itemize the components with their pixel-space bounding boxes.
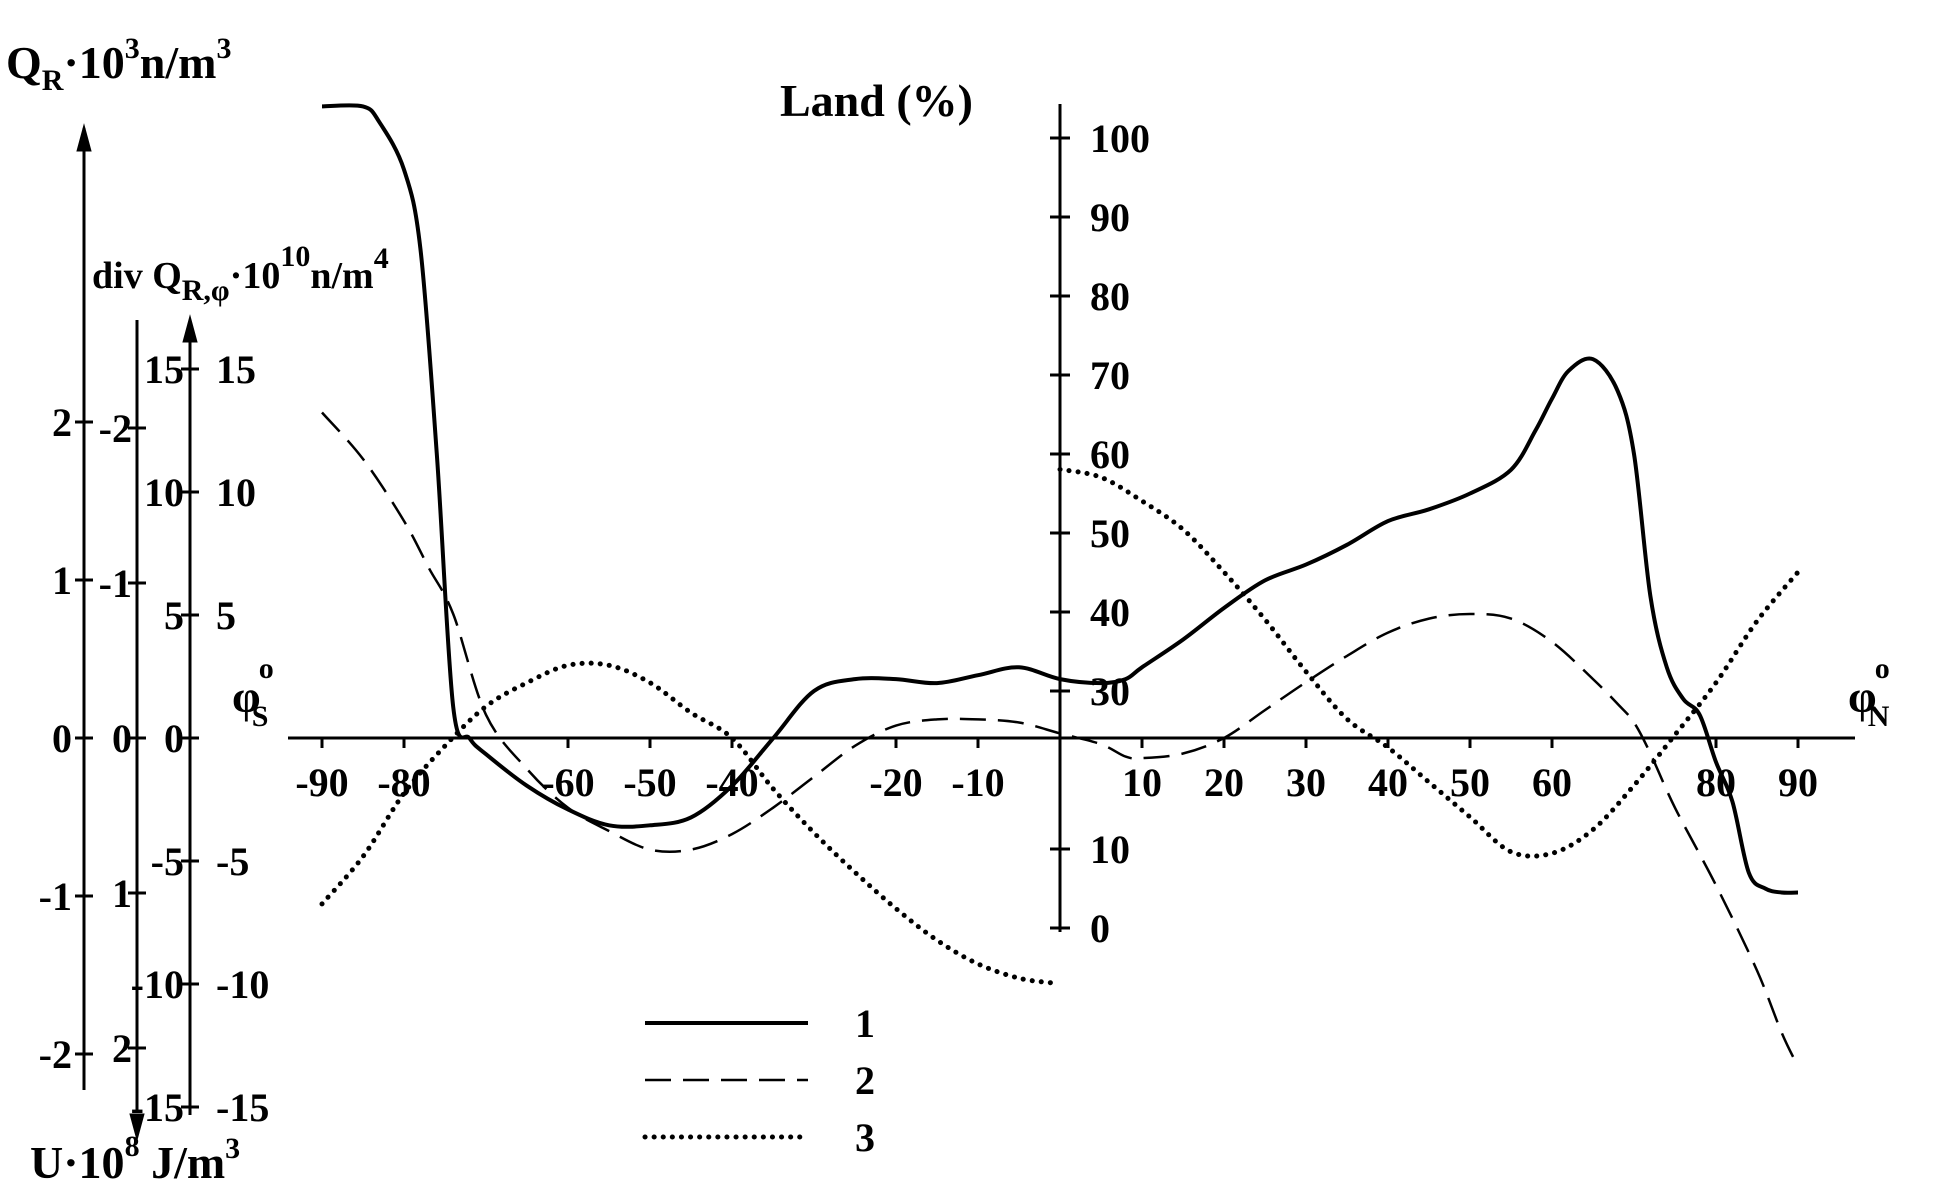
x-tick-label: 90 xyxy=(1778,760,1818,805)
curves-layer xyxy=(319,103,1801,1068)
div-tick-label-right: -5 xyxy=(216,839,249,884)
div-tick-label: -15 xyxy=(131,1085,184,1130)
x-tick-label: 10 xyxy=(1122,760,1162,805)
land-tick-label: 50 xyxy=(1090,511,1130,556)
u-tick-label: -2 xyxy=(99,406,132,451)
div-tick-label: 15 xyxy=(144,347,184,392)
x-tick-label: -80 xyxy=(377,760,430,805)
u-tick-label: 2 xyxy=(112,1026,132,1071)
x-tick-label: -50 xyxy=(623,760,676,805)
phi-north-label: φo N xyxy=(1848,652,1890,733)
div-tick-label-right: -15 xyxy=(216,1085,269,1130)
series-3-line xyxy=(1057,466,1801,859)
x-tick-label: 50 xyxy=(1450,760,1490,805)
qr-tick-label: 2 xyxy=(52,400,72,445)
land-tick-label: 60 xyxy=(1090,432,1130,477)
x-tick-label: 20 xyxy=(1204,760,1244,805)
div-tick-label: 5 xyxy=(164,593,184,638)
series-3-line xyxy=(319,660,1055,986)
legend-label-3: 3 xyxy=(855,1115,875,1160)
land-tick-label: 100 xyxy=(1090,116,1150,161)
qr-axis-arrow xyxy=(76,123,92,152)
x-tick-label: -90 xyxy=(295,760,348,805)
div-tick-label: -5 xyxy=(151,839,184,884)
x-tick-label: 40 xyxy=(1368,760,1408,805)
x-tick-label: -60 xyxy=(541,760,594,805)
qr-tick-label: 0 xyxy=(52,716,72,761)
x-tick-label: -10 xyxy=(951,760,1004,805)
div-axis-label: div QR,φ·1010n/m4 xyxy=(92,240,389,307)
div-tick-label-right: 5 xyxy=(216,593,236,638)
series-1-line xyxy=(321,103,1799,895)
legend: 1 2 3 xyxy=(642,1001,875,1160)
axis-labels-layer: QR·103n/m3 div QR,φ·1010n/m4 U·108 J/m3 … xyxy=(6,32,1890,1188)
u-axis-label: U·108 J/m3 xyxy=(30,1130,240,1188)
land-tick-label: 70 xyxy=(1090,353,1130,398)
phi-south-label: φo S xyxy=(232,652,274,733)
div-tick-label: 0 xyxy=(164,716,184,761)
legend-label-2: 2 xyxy=(855,1058,875,1103)
div-tick-label: -10 xyxy=(131,962,184,1007)
qr-tick-label: -1 xyxy=(39,874,72,919)
qr-tick-label: -2 xyxy=(39,1032,72,1077)
land-tick-label: 90 xyxy=(1090,195,1130,240)
u-tick-label: -1 xyxy=(99,561,132,606)
u-tick-label: 0 xyxy=(112,716,132,761)
land-tick-label: 40 xyxy=(1090,590,1130,635)
u-tick-label: 1 xyxy=(112,871,132,916)
qr-axis-label: QR·103n/m3 xyxy=(6,32,231,97)
land-tick-label: 0 xyxy=(1090,906,1110,951)
legend-label-1: 1 xyxy=(855,1001,875,1046)
div-axis-arrow xyxy=(182,314,198,343)
x-tick-label: -20 xyxy=(869,760,922,805)
x-tick-label: 60 xyxy=(1532,760,1572,805)
land-tick-label: 10 xyxy=(1090,827,1130,872)
div-tick-label-right: -10 xyxy=(216,962,269,1007)
x-tick-label: 30 xyxy=(1286,760,1326,805)
land-tick-label: 80 xyxy=(1090,274,1130,319)
div-tick-label-right: 15 xyxy=(216,347,256,392)
u-axis-arrow xyxy=(129,1113,145,1142)
series-2-line xyxy=(321,411,1800,1068)
land-tick-label: 30 xyxy=(1090,669,1130,714)
div-tick-label-right: 10 xyxy=(216,470,256,515)
div-tick-label: 10 xyxy=(144,470,184,515)
land-axis-label: Land (%) xyxy=(780,75,973,126)
axes-layer: -90 -80 -60 -50 -40 -20 -10 10 20 30 40 50 60 80 90210… xyxy=(39,104,1855,1142)
qr-tick-label: 1 xyxy=(52,558,72,603)
